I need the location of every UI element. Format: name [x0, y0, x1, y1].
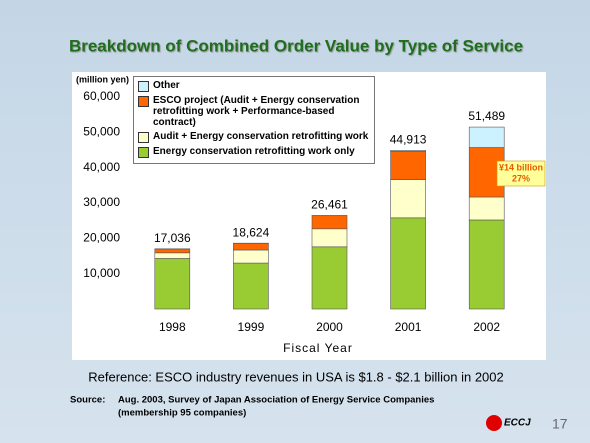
- legend-swatch: [138, 81, 149, 92]
- y-tick-label: 40,000: [83, 160, 120, 174]
- source-text: (membership 95 companies): [118, 408, 246, 419]
- legend-label: Energy conservation retrofitting work on…: [153, 146, 355, 157]
- bar-segment: [468, 196, 505, 221]
- bar-segment: [468, 219, 505, 310]
- bar-segment: [233, 249, 269, 264]
- source-label: Source:: [70, 395, 105, 406]
- y-tick-label: 10,000: [83, 266, 120, 280]
- legend-swatch: [138, 96, 149, 107]
- x-tick-label: 1999: [238, 320, 265, 334]
- x-axis-title: Fiscal Year: [283, 341, 353, 355]
- legend-item: Audit + Energy conservation retrofitting…: [138, 131, 370, 143]
- legend-swatch: [138, 147, 149, 158]
- x-tick-label: 2000: [316, 320, 343, 334]
- y-tick-label: 60,000: [83, 89, 120, 103]
- bar-segment: [390, 179, 426, 219]
- bar-segment: [154, 258, 191, 310]
- bar-segment: [154, 248, 191, 254]
- x-tick-label: 2002: [473, 320, 500, 334]
- total-label: 26,461: [311, 198, 348, 212]
- bar-segment: [233, 262, 269, 310]
- annotation-box: [496, 160, 546, 187]
- x-tick-label: 2001: [395, 320, 422, 334]
- y-tick-label: 50,000: [83, 125, 120, 139]
- logo-mark: [486, 415, 502, 431]
- total-label: 17,036: [154, 231, 191, 245]
- bar-segment: [311, 215, 348, 230]
- legend: Other ESCO project (Audit + Energy conser…: [133, 76, 375, 164]
- bar-segment: [311, 228, 348, 248]
- legend-swatch: [138, 132, 149, 143]
- legend-label: ESCO project (Audit + Energy conservatio…: [153, 95, 360, 128]
- legend-item: Energy conservation retrofitting work on…: [138, 146, 370, 158]
- total-label: 51,489: [468, 109, 505, 123]
- y-tick-label: 20,000: [83, 231, 120, 245]
- total-label: 44,913: [390, 132, 427, 146]
- bar-segment: [390, 150, 426, 152]
- reference: Reference: ESCO industry revenues in USA…: [88, 369, 504, 384]
- logo-text: ECCJ: [504, 418, 531, 429]
- annotation: ¥14 billion: [499, 162, 543, 172]
- legend-item: Other: [138, 80, 370, 92]
- total-label: 18,624: [233, 225, 270, 239]
- legend-label: Other: [153, 80, 180, 91]
- bar-segment: [311, 246, 348, 310]
- page-number: 17: [552, 416, 568, 432]
- source-text: Aug. 2003, Survey of Japan Association o…: [118, 395, 434, 406]
- bar-segment: [390, 217, 426, 310]
- chart-title: Breakdown of Combined Order Value by Typ…: [69, 36, 523, 55]
- legend-item: ESCO project (Audit + Energy conservatio…: [138, 95, 370, 128]
- bar-segment: [233, 242, 269, 251]
- bar-segment: [468, 126, 505, 148]
- y-unit: (million yen): [76, 74, 129, 84]
- x-tick-label: 1998: [159, 320, 186, 334]
- bar-segment: [390, 151, 426, 180]
- y-tick-label: 30,000: [83, 195, 120, 209]
- legend-label: Audit + Energy conservation retrofitting…: [153, 131, 369, 142]
- annotation: 27%: [512, 173, 530, 183]
- bar-segment: [154, 252, 191, 259]
